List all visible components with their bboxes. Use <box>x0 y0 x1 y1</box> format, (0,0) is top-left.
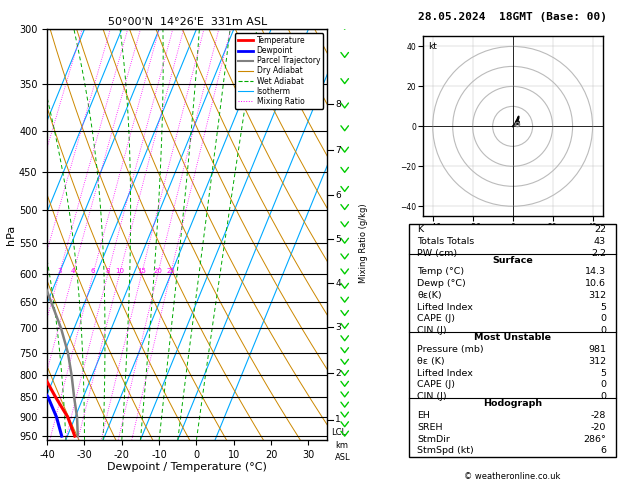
Text: 3: 3 <box>335 323 341 332</box>
Text: 0: 0 <box>600 326 606 335</box>
Text: 0: 0 <box>600 392 606 401</box>
FancyBboxPatch shape <box>409 224 616 457</box>
Text: Surface: Surface <box>493 256 533 264</box>
Text: EH: EH <box>417 411 430 420</box>
Text: CIN (J): CIN (J) <box>417 326 447 335</box>
Text: LCL: LCL <box>331 428 347 437</box>
Text: kt: kt <box>428 42 437 51</box>
Text: 286°: 286° <box>583 434 606 444</box>
Text: 5: 5 <box>335 235 341 244</box>
Text: 8: 8 <box>106 268 110 274</box>
Legend: Temperature, Dewpoint, Parcel Trajectory, Dry Adiabat, Wet Adiabat, Isotherm, Mi: Temperature, Dewpoint, Parcel Trajectory… <box>235 33 323 109</box>
Text: 5: 5 <box>600 303 606 312</box>
Text: 6: 6 <box>91 268 96 274</box>
Text: ASL: ASL <box>335 453 351 462</box>
X-axis label: Dewpoint / Temperature (°C): Dewpoint / Temperature (°C) <box>107 462 267 472</box>
Text: -28: -28 <box>591 411 606 420</box>
Text: 0: 0 <box>600 314 606 324</box>
Text: -20: -20 <box>591 423 606 432</box>
Text: 6: 6 <box>335 191 341 200</box>
Text: K: K <box>417 225 423 234</box>
Text: 10.6: 10.6 <box>585 279 606 288</box>
Text: 10: 10 <box>115 268 124 274</box>
Text: 312: 312 <box>588 291 606 300</box>
Text: 8: 8 <box>335 100 341 109</box>
Text: 28.05.2024  18GMT (Base: 00): 28.05.2024 18GMT (Base: 00) <box>418 12 607 22</box>
Text: 4: 4 <box>71 268 75 274</box>
Y-axis label: hPa: hPa <box>6 225 16 244</box>
Text: Mixing Ratio (g/kg): Mixing Ratio (g/kg) <box>359 203 368 283</box>
Text: StmSpd (kt): StmSpd (kt) <box>417 447 474 455</box>
Text: 20: 20 <box>153 268 162 274</box>
Text: Pressure (mb): Pressure (mb) <box>417 345 484 354</box>
Text: 2.2: 2.2 <box>591 248 606 258</box>
Text: © weatheronline.co.uk: © weatheronline.co.uk <box>464 472 561 481</box>
Text: Dewp (°C): Dewp (°C) <box>417 279 466 288</box>
Text: 6: 6 <box>600 447 606 455</box>
Text: 25: 25 <box>166 268 175 274</box>
Text: 0: 0 <box>600 381 606 389</box>
Text: 1: 1 <box>335 415 341 424</box>
Text: Lifted Index: Lifted Index <box>417 303 473 312</box>
Text: 22: 22 <box>594 225 606 234</box>
Text: 15: 15 <box>137 268 146 274</box>
Text: StmDir: StmDir <box>417 434 450 444</box>
Text: Temp (°C): Temp (°C) <box>417 267 464 277</box>
Text: 43: 43 <box>594 237 606 246</box>
Text: CAPE (J): CAPE (J) <box>417 314 455 324</box>
Text: 7: 7 <box>335 146 341 155</box>
Text: θε (K): θε (K) <box>417 357 445 366</box>
Text: 3: 3 <box>57 268 62 274</box>
Text: 14.3: 14.3 <box>585 267 606 277</box>
Text: SREH: SREH <box>417 423 443 432</box>
Text: 2: 2 <box>335 369 341 378</box>
Text: Lifted Index: Lifted Index <box>417 369 473 378</box>
Text: Hodograph: Hodograph <box>483 399 542 408</box>
Text: 981: 981 <box>588 345 606 354</box>
Text: CIN (J): CIN (J) <box>417 392 447 401</box>
Text: CAPE (J): CAPE (J) <box>417 381 455 389</box>
Text: 5: 5 <box>600 369 606 378</box>
Text: Most Unstable: Most Unstable <box>474 333 551 342</box>
Title: 50°00'N  14°26'E  331m ASL: 50°00'N 14°26'E 331m ASL <box>108 17 267 27</box>
Text: PW (cm): PW (cm) <box>417 248 457 258</box>
Text: Totals Totals: Totals Totals <box>417 237 474 246</box>
Text: 312: 312 <box>588 357 606 366</box>
Text: km: km <box>335 441 348 450</box>
Text: 4: 4 <box>335 278 341 288</box>
Text: θε(K): θε(K) <box>417 291 442 300</box>
